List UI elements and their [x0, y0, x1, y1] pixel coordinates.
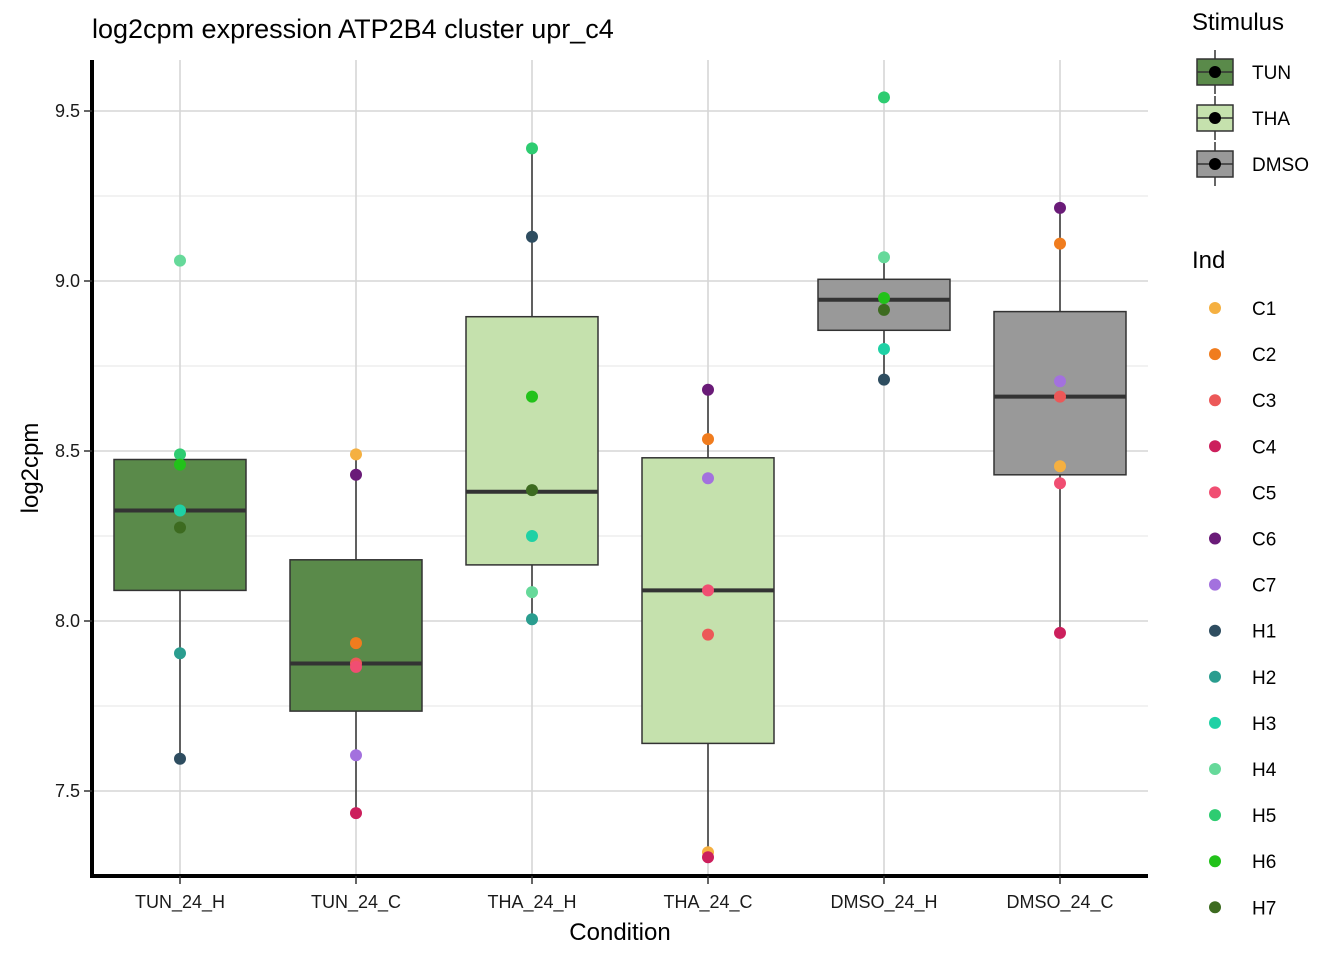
- point-h2: [526, 613, 538, 626]
- y-tick-label: 8.0: [55, 611, 80, 631]
- ind-legend-title: Ind: [1192, 247, 1225, 274]
- x-tick-label: THA_24_H: [487, 892, 576, 913]
- point-c6: [350, 468, 362, 481]
- ind-legend-label: C7: [1252, 576, 1276, 597]
- point-h7: [878, 303, 890, 316]
- grid-lines: [92, 60, 1148, 877]
- point-c5: [702, 584, 714, 597]
- box-tha_24_h: [465, 315, 599, 566]
- ind-legend-swatch: [1209, 486, 1221, 499]
- point-h7: [174, 521, 186, 534]
- axes: 7.5 8.0 8.5 9.0 9.5 TUN_24_H TUN_24_C THA_24_H T…: [55, 60, 1148, 913]
- stimulus-legend-label: THA: [1252, 109, 1290, 130]
- y-tick-label: 9.5: [55, 101, 80, 121]
- ind-legend-label: C4: [1252, 437, 1277, 458]
- point-h6: [526, 390, 538, 403]
- ind-legend-label: H7: [1252, 898, 1276, 919]
- ind-legend-swatch: [1209, 348, 1221, 361]
- point-c5: [1054, 477, 1066, 490]
- point-h4: [174, 254, 186, 267]
- stimulus-legend-label: TUN: [1252, 63, 1291, 84]
- chart-title: log2cpm expression ATP2B4 cluster upr_c4: [92, 14, 614, 44]
- boxes: [113, 148, 1127, 858]
- point-h4: [878, 251, 890, 264]
- ind-legend-swatch: [1209, 624, 1221, 637]
- point-c1: [1054, 460, 1066, 473]
- point-c4: [1054, 626, 1066, 639]
- y-tick-label: 7.5: [55, 781, 80, 801]
- ind-legend-swatch: [1209, 855, 1221, 868]
- data-points: [174, 91, 1066, 864]
- ind-legend-label: C1: [1252, 299, 1276, 320]
- stimulus-legend-label: DMSO: [1252, 155, 1309, 176]
- point-h5: [878, 91, 890, 104]
- x-tick-label: DMSO_24_C: [1006, 892, 1113, 913]
- point-h6: [878, 292, 890, 304]
- ind-legend-swatch: [1209, 302, 1221, 314]
- point-c7: [1054, 375, 1066, 388]
- ind-legend-label: C5: [1252, 483, 1276, 504]
- x-tick-label: DMSO_24_H: [830, 892, 937, 913]
- ind-legend-swatch: [1209, 578, 1221, 591]
- point-c2: [702, 433, 714, 446]
- point-c7: [350, 749, 362, 762]
- ind-legend-swatch: [1209, 901, 1221, 914]
- point-c7: [702, 472, 714, 485]
- point-h2: [174, 647, 186, 660]
- legend-key-point: [1209, 158, 1221, 170]
- ind-legend-label: C3: [1252, 391, 1276, 412]
- ind-legend-swatch: [1209, 440, 1221, 453]
- legend-key-point: [1209, 112, 1221, 124]
- point-c4: [350, 807, 362, 820]
- y-tick-label: 8.5: [55, 441, 80, 461]
- point-c2: [1054, 237, 1066, 250]
- point-c6: [1054, 201, 1066, 214]
- ind-legend-label: H5: [1252, 806, 1276, 827]
- ind-legend-label: H2: [1252, 668, 1276, 689]
- ind-legend-swatch: [1209, 532, 1221, 545]
- point-c4: [702, 851, 714, 864]
- point-h5: [526, 142, 538, 155]
- point-c3: [1054, 390, 1066, 403]
- ind-legend-label: C2: [1252, 345, 1276, 366]
- box-tha_24_c: [641, 457, 775, 745]
- point-h6: [174, 458, 186, 471]
- point-h1: [526, 230, 538, 243]
- x-tick-label: THA_24_C: [663, 892, 752, 913]
- ind-legend-swatch: [1209, 763, 1221, 775]
- point-c6: [702, 383, 714, 396]
- stimulus-legend-title: Stimulus: [1192, 9, 1284, 36]
- ind-legend-swatch: [1209, 809, 1221, 822]
- box-tun_24_c: [289, 559, 423, 712]
- ind-legend-swatch: [1209, 394, 1221, 407]
- point-c5: [350, 660, 362, 673]
- point-h3: [526, 530, 538, 542]
- ind-legend-label: C6: [1252, 530, 1276, 551]
- point-c3: [702, 628, 714, 641]
- legend: Stimulus TUN THA DMSO Ind C1 C2 C3 C4 C5 C6 C7 H1 H2 H…: [1192, 9, 1309, 919]
- x-tick-label: TUN_24_C: [311, 892, 401, 913]
- x-axis-title: Condition: [569, 919, 670, 946]
- ind-legend-swatch: [1209, 716, 1221, 729]
- y-axis-title: log2cpm: [17, 423, 44, 514]
- point-c1: [350, 448, 362, 461]
- point-c2: [350, 637, 362, 650]
- point-h3: [174, 504, 186, 517]
- ind-legend-swatch: [1209, 670, 1221, 683]
- x-tick-label: TUN_24_H: [135, 892, 225, 913]
- ind-legend-label: H4: [1252, 760, 1277, 781]
- ind-legend-label: H6: [1252, 852, 1276, 873]
- point-h4: [526, 586, 538, 599]
- point-h7: [526, 484, 538, 497]
- point-h1: [878, 373, 890, 386]
- legend-key-point: [1209, 66, 1221, 78]
- ind-legend-label: H1: [1252, 622, 1276, 643]
- ind-legend-label: H3: [1252, 714, 1276, 735]
- point-h3: [878, 343, 890, 355]
- point-h5: [174, 448, 186, 461]
- y-tick-label: 9.0: [55, 271, 80, 291]
- point-h1: [174, 752, 186, 765]
